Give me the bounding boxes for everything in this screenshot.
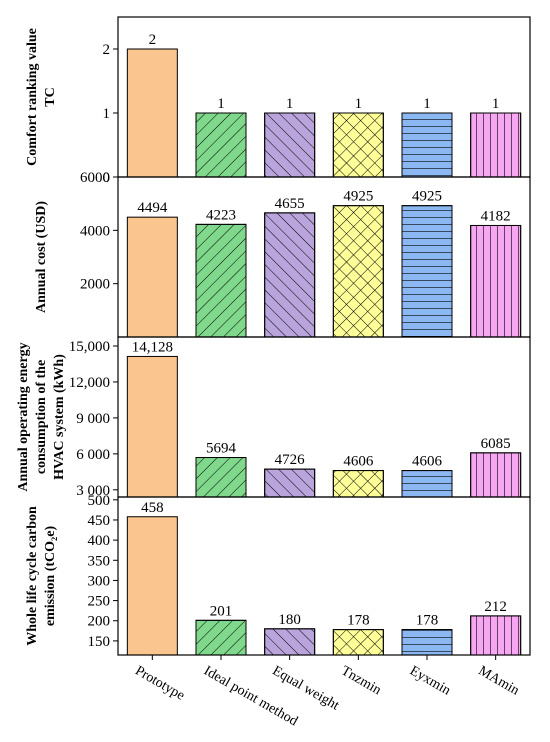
value-label: 1 [492,96,500,112]
value-label: 4925 [412,189,442,205]
bar-hatch [264,212,316,338]
bar [126,216,178,338]
x-tick-label: Prototype [132,663,187,703]
value-label: 178 [416,613,439,629]
value-label: 1 [217,96,225,112]
value-label: 1 [355,96,363,112]
bar-hatch [470,615,522,656]
y-tick-label: 2000 [80,277,110,293]
y-tick-label: 200 [88,614,111,630]
value-label: 4606 [343,454,374,470]
bar-hatch [264,112,316,178]
y-axis-title: Annual operating energy consumption of th… [16,342,67,491]
bar-hatch [195,112,247,178]
bar-hatch [332,470,384,498]
value-label: 201 [210,603,233,619]
y-tick-label: 4000 [80,223,110,239]
bar-hatch [470,112,522,178]
y-tick-label: 450 [88,513,111,529]
value-label: 14,128 [132,339,173,355]
y-tick-label: 6 000 [76,447,110,463]
bar-hatch [401,112,453,178]
bar-hatch [264,628,316,656]
bar-hatch [401,629,453,656]
value-label: 4925 [343,189,373,205]
x-tick-label: Tnzmin [338,663,383,698]
value-label: 4606 [412,454,443,470]
value-label: 6085 [481,436,511,452]
y-axis-title: Comfort ranking value TC [25,28,58,166]
value-label: 178 [347,613,370,629]
value-label: 4726 [275,452,306,468]
value-label: 1 [423,96,431,112]
value-label: 180 [278,612,301,628]
x-tick-label: Eyxmin [407,663,453,698]
panel-frame [117,496,531,656]
bar-hatch [401,470,453,498]
bar-hatch [264,468,316,498]
y-tick-label: 9 000 [76,411,110,427]
y-tick-label: 250 [88,594,111,610]
y-tick-label: 300 [88,573,111,589]
value-label: 1 [286,96,294,112]
panel-frame [117,176,531,338]
y-tick-label: 500 [88,493,111,509]
bar-hatch [195,619,247,656]
value-label: 4655 [275,196,305,212]
x-tick-label: MAmin [476,663,522,698]
panel-frame [117,336,531,498]
y-tick-label: 15,000 [69,339,110,355]
y-tick-label: 2 [103,42,111,58]
bar-hatch [332,112,384,178]
value-label: 2 [149,32,157,48]
y-tick-label: 12,000 [69,375,110,391]
value-label: 5694 [206,441,237,457]
y-tick-label: 350 [88,553,111,569]
bar-hatch [470,452,522,498]
bar-hatch [401,205,453,338]
bar [126,48,178,178]
bar [126,355,178,498]
y-axis-title: Whole life cycle carbon emission (tCO₂e) [25,506,58,646]
value-label: 4182 [481,208,511,224]
bar-hatch [332,629,384,656]
panel-frame [117,16,531,178]
bar-hatch [195,457,247,498]
bar [126,516,178,656]
bar-hatch [332,205,384,338]
y-axis-title: Annual cost (USD) [34,201,49,313]
y-tick-label: 0 [103,170,111,186]
y-tick-label: 6000 [80,170,110,186]
bar-hatch [195,223,247,338]
y-tick-label: 400 [88,533,111,549]
value-label: 458 [141,500,164,516]
value-label: 4494 [137,200,168,216]
y-tick-label: 1 [103,106,111,122]
y-tick-label: 150 [88,634,111,650]
y-tick-label: 3 000 [76,483,110,499]
bar-hatch [470,224,522,338]
value-label: 212 [484,599,507,615]
value-label: 4223 [206,207,236,223]
